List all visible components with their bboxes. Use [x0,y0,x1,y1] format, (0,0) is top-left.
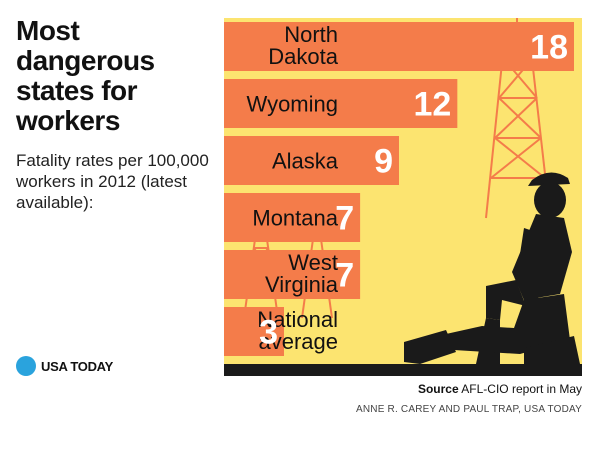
blue-circle-icon [16,356,36,376]
value-label: 7 [335,257,354,295]
category-label: average [258,329,338,354]
category-label: Dakota [268,44,338,69]
value-label: 3 [259,314,278,352]
category-label: Wyoming [247,92,339,117]
category-label: Virginia [265,272,339,297]
usa-today-logo: USA TODAY [16,356,113,376]
ground-strip [224,364,582,376]
chart-subtitle: Fatality rates per 100,000 workers in 20… [16,151,209,212]
category-label: National [257,307,338,332]
value-label: 12 [414,86,452,124]
value-label: 18 [530,29,568,67]
chart-title: Most dangerous states for workers [16,15,155,136]
bar [224,79,458,128]
source-label: Source [417,382,459,396]
logo-text: USA TODAY [41,358,113,374]
bar-chart: North Dakota 18 Wyoming 12 Alaska 9 Montana 7 Wes… [224,18,582,376]
value-label: 9 [374,143,393,181]
category-label: West [288,250,338,275]
bar [224,193,361,242]
category-label: North [284,22,338,47]
worker-silhouette-illustration [404,172,580,364]
bar [224,136,399,185]
bar [224,22,574,71]
bar [224,250,361,299]
category-label: Alaska [272,149,339,174]
category-label: Montana [252,206,338,231]
source-text: AFL-CIO report in May [461,382,582,396]
credit-line: ANNE R. CAREY AND PAUL TRAP, USA TODAY [355,404,582,415]
source-note: Source AFL-CIO report in May [418,382,582,396]
bar [224,307,284,356]
value-label: 7 [335,200,354,238]
